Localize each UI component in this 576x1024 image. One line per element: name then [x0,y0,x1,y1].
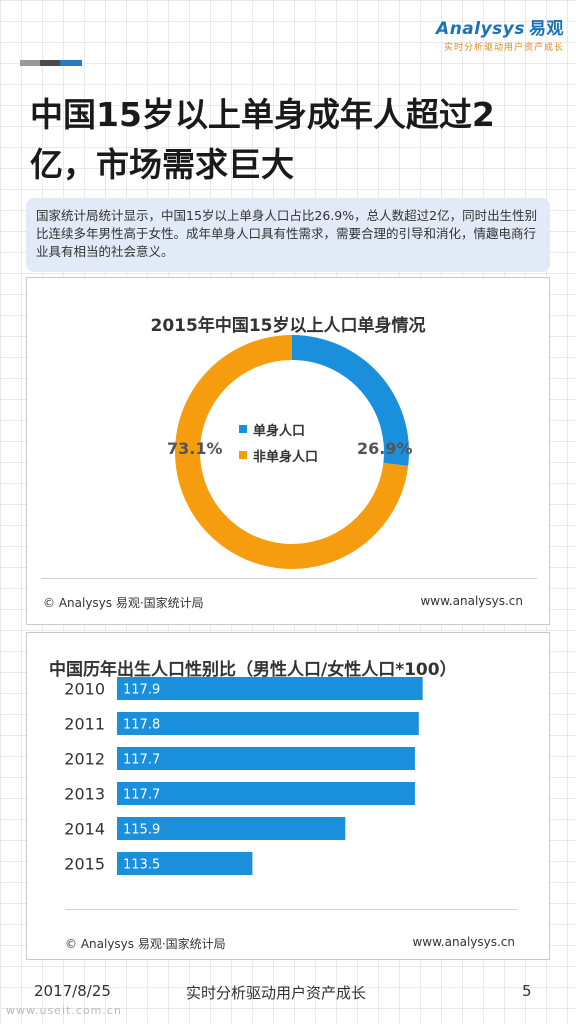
legend-item: 单身人口 [239,418,318,440]
bar-value-label: 113.5 [123,858,160,873]
bar [117,817,346,840]
accent-bar [20,60,82,66]
accent-segment [20,60,40,66]
bar-category-label: 2014 [64,820,105,839]
watermark-url: www.useit.com.cn [6,1004,122,1017]
bar-category-label: 2011 [64,715,105,734]
legend-item: 非单身人口 [239,444,318,466]
accent-segment [40,60,60,66]
bar-chart-title: 中国历年出生人口性别比（男性人口/女性人口*100） [49,660,457,680]
slice-label-non-single: 73.1% [167,439,223,458]
bar-chart: 2010 117.9 2011 117.8 2012 117.7 2013 117.7 2014… [64,677,423,875]
slice-single [292,335,409,466]
accent-segment [60,60,82,66]
donut-chart-panel: 2015年中国15岁以上人口单身情况 单身人口 非单身人口 73.1% 26.9… [26,277,550,625]
chart-site: www.analysys.cn [420,594,523,608]
brand-logo-text: Analysys 易观 [436,19,564,39]
bar [117,852,253,875]
page-title: 中国15岁以上单身成年人超过2 亿，市场需求巨大 [30,95,495,184]
donut-chart-title: 2015年中国15岁以上人口单身情况 [150,316,426,336]
brand-logo: Analysys 易观 实时分析驱动用户资产成长 [436,14,564,53]
bar [117,712,419,735]
summary-box: 国家统计局统计显示，中国15岁以上单身人口占比26.9%，总人数超过2亿，同时出… [26,198,550,272]
bar-chart-panel: 中国历年出生人口性别比（男性人口/女性人口*100） 2010 117.9 2011… [26,632,550,960]
page-number: 5 [522,982,532,1000]
divider [41,578,537,579]
bar [117,782,415,805]
bar-category-label: 2015 [64,855,105,874]
brand-tagline: 实时分析驱动用户资产成长 [443,43,564,53]
donut-legend: 单身人口 非单身人口 [239,418,318,470]
bar-category-label: 2010 [64,680,105,699]
footer-tagline: 实时分析驱动用户资产成长 [186,984,367,1002]
bar [117,747,415,770]
bar-value-label: 117.9 [123,683,160,698]
bar-value-label: 117.7 [123,788,160,803]
bar-value-label: 115.9 [123,823,160,838]
chart-site: www.analysys.cn [412,935,515,949]
divider [65,909,517,910]
bar-category-label: 2012 [64,750,105,769]
bar [117,677,423,700]
donut-chart [174,335,409,569]
slice-label-single: 26.9% [357,439,413,458]
chart-source: © Analysys 易观·国家统计局 [65,937,226,951]
bar-value-label: 117.8 [123,718,160,733]
footer-date: 2017/8/25 [34,982,111,1000]
bar-category-label: 2013 [64,785,105,804]
legend-swatch [239,451,247,459]
legend-swatch [239,425,247,433]
chart-source: © Analysys 易观·国家统计局 [43,596,204,610]
bar-value-label: 117.7 [123,753,160,768]
